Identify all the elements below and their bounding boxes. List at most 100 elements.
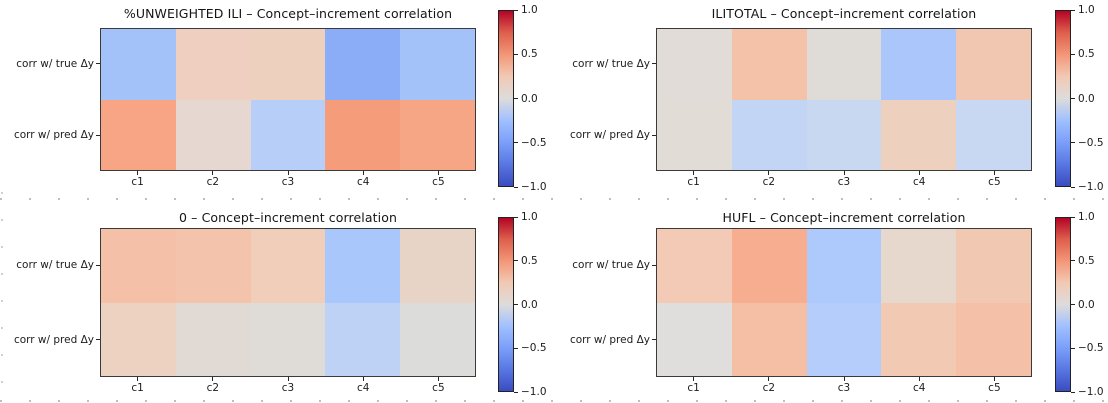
colorbar-tick-label: 0.0 bbox=[1078, 298, 1095, 311]
x-tick-mark bbox=[287, 171, 289, 175]
heatmap-cell-r0c4 bbox=[400, 29, 475, 100]
heatmap-cell-r0c2 bbox=[250, 229, 326, 303]
colorbar-tick-label: 0.5 bbox=[1078, 48, 1095, 61]
colorbar-tick-mark bbox=[1071, 186, 1075, 188]
colorbar-tick-mark bbox=[1071, 260, 1075, 262]
heatmap-cell-r1c1 bbox=[175, 99, 251, 170]
heatmap-cell-r0c2 bbox=[250, 29, 326, 100]
heatmap-cell-r1c4 bbox=[956, 302, 1031, 376]
heatmap-cell-r1c3 bbox=[881, 302, 957, 376]
colorbar-tick-label: −1.0 bbox=[1078, 386, 1104, 398]
x-tick-mark bbox=[693, 377, 695, 381]
colorbar-tick-label: 0.5 bbox=[521, 48, 538, 61]
heatmap-plot-area bbox=[656, 228, 1032, 377]
y-tick-mark bbox=[652, 339, 656, 341]
x-tick-mark bbox=[918, 377, 920, 381]
heatmap-grid bbox=[101, 229, 475, 376]
x-tick-label: c1 bbox=[687, 382, 700, 394]
x-axis-ticks bbox=[100, 377, 476, 381]
x-tick-mark bbox=[993, 171, 995, 175]
heatmap-cell-r1c0 bbox=[657, 302, 732, 376]
y-tick-label: corr w/ pred Δy bbox=[569, 333, 650, 346]
colorbar-tick-label: −1.0 bbox=[1078, 181, 1104, 193]
colorbar-tick-label: 0.0 bbox=[521, 298, 538, 311]
heatmap-cell-r0c3 bbox=[325, 229, 401, 303]
x-axis-labels: c1 c2 c3 c4 c5 bbox=[656, 176, 1032, 188]
x-tick-mark bbox=[993, 377, 995, 381]
colorbar-tick-label: −0.5 bbox=[521, 342, 547, 355]
colorbar-tick-label: −1.0 bbox=[521, 181, 547, 193]
x-tick-label: c1 bbox=[687, 176, 700, 188]
x-tick-label: c4 bbox=[356, 176, 370, 188]
colorbar-tick-mark bbox=[514, 304, 518, 305]
x-tick-mark bbox=[768, 377, 770, 381]
x-tick-label: c4 bbox=[912, 382, 926, 394]
colorbar-tick-label: 0.5 bbox=[521, 254, 538, 267]
heatmap-cell-r1c2 bbox=[806, 302, 882, 376]
x-tick-mark bbox=[362, 377, 364, 381]
colorbar-tick-label: 1.0 bbox=[521, 211, 538, 223]
x-axis-labels: c1 c2 c3 c4 c5 bbox=[100, 176, 476, 188]
x-tick-mark bbox=[918, 171, 920, 175]
colorbar-gradient bbox=[498, 217, 514, 392]
heatmap-cell-r0c0 bbox=[657, 29, 732, 100]
subplot-title: %UNWEIGHTED ILI – Concept–increment corr… bbox=[123, 6, 453, 21]
x-tick-label: c1 bbox=[131, 176, 144, 188]
colorbar-tick-mark bbox=[1071, 304, 1075, 305]
y-axis-labels: corr w/ true Δy corr w/ pred Δy bbox=[0, 28, 94, 171]
x-tick-mark bbox=[212, 171, 214, 175]
y-tick-mark bbox=[652, 134, 656, 136]
x-tick-mark bbox=[437, 171, 439, 175]
colorbar-tick-mark bbox=[1071, 53, 1075, 55]
colorbar-tick-label: 0.0 bbox=[521, 92, 538, 105]
x-tick-label: c3 bbox=[837, 176, 851, 188]
x-axis-ticks bbox=[656, 171, 1032, 175]
y-axis-labels: corr w/ true Δy corr w/ pred Δy bbox=[0, 228, 94, 377]
dotted-guide-vertical-left bbox=[1, 192, 3, 403]
heatmap-cell-r0c3 bbox=[881, 229, 957, 303]
x-tick-label: c2 bbox=[206, 176, 220, 188]
x-tick-mark bbox=[693, 171, 695, 175]
heatmap-cell-r1c2 bbox=[250, 302, 326, 376]
y-tick-label: corr w/ pred Δy bbox=[569, 129, 650, 142]
heatmap-cell-r0c4 bbox=[956, 229, 1031, 303]
x-tick-mark bbox=[137, 377, 139, 381]
heatmap-cell-r0c1 bbox=[731, 29, 807, 100]
heatmap-cell-r1c1 bbox=[175, 302, 251, 376]
y-tick-mark bbox=[96, 264, 100, 266]
y-tick-label: corr w/ pred Δy bbox=[13, 129, 94, 142]
y-tick-label: corr w/ true Δy bbox=[16, 57, 94, 70]
heatmap-grid bbox=[657, 29, 1031, 170]
x-tick-label: c5 bbox=[432, 176, 445, 188]
x-tick-label: c1 bbox=[131, 382, 144, 394]
colorbar-gradient bbox=[1055, 10, 1071, 187]
colorbar-tick-label: 0.0 bbox=[1078, 92, 1095, 105]
subplot-zero: 0 – Concept–increment correlation corr w… bbox=[0, 200, 554, 403]
x-tick-label: c2 bbox=[762, 176, 776, 188]
heatmap-cell-r0c0 bbox=[101, 229, 176, 303]
heatmap-plot-area bbox=[100, 28, 476, 171]
heatmap-cell-r1c3 bbox=[325, 99, 401, 170]
colorbar-tick-label: −1.0 bbox=[521, 386, 547, 398]
x-tick-label: c2 bbox=[206, 382, 220, 394]
x-tick-label: c5 bbox=[988, 382, 1001, 394]
dotted-guide-horizontal-bottom bbox=[0, 400, 1108, 402]
colorbar-tick-mark bbox=[1071, 347, 1075, 349]
heatmap-cell-r1c0 bbox=[657, 99, 732, 170]
x-tick-label: c4 bbox=[912, 176, 926, 188]
x-tick-mark bbox=[212, 377, 214, 381]
y-axis-ticks bbox=[652, 228, 656, 377]
y-tick-mark bbox=[652, 63, 656, 65]
heatmap-cell-r0c2 bbox=[806, 229, 882, 303]
heatmap-plot-area bbox=[656, 28, 1032, 171]
heatmap-cell-r1c3 bbox=[325, 302, 401, 376]
colorbar-tick-mark bbox=[1071, 9, 1075, 11]
colorbar-tick-mark bbox=[514, 98, 518, 99]
x-axis-ticks bbox=[656, 377, 1032, 381]
colorbar-tick-label: −0.5 bbox=[521, 136, 547, 149]
x-tick-label: c4 bbox=[356, 382, 370, 394]
heatmap-cell-r1c4 bbox=[956, 99, 1031, 170]
x-axis-ticks bbox=[100, 171, 476, 175]
colorbar-tick-mark bbox=[514, 142, 518, 144]
x-tick-mark bbox=[287, 377, 289, 381]
